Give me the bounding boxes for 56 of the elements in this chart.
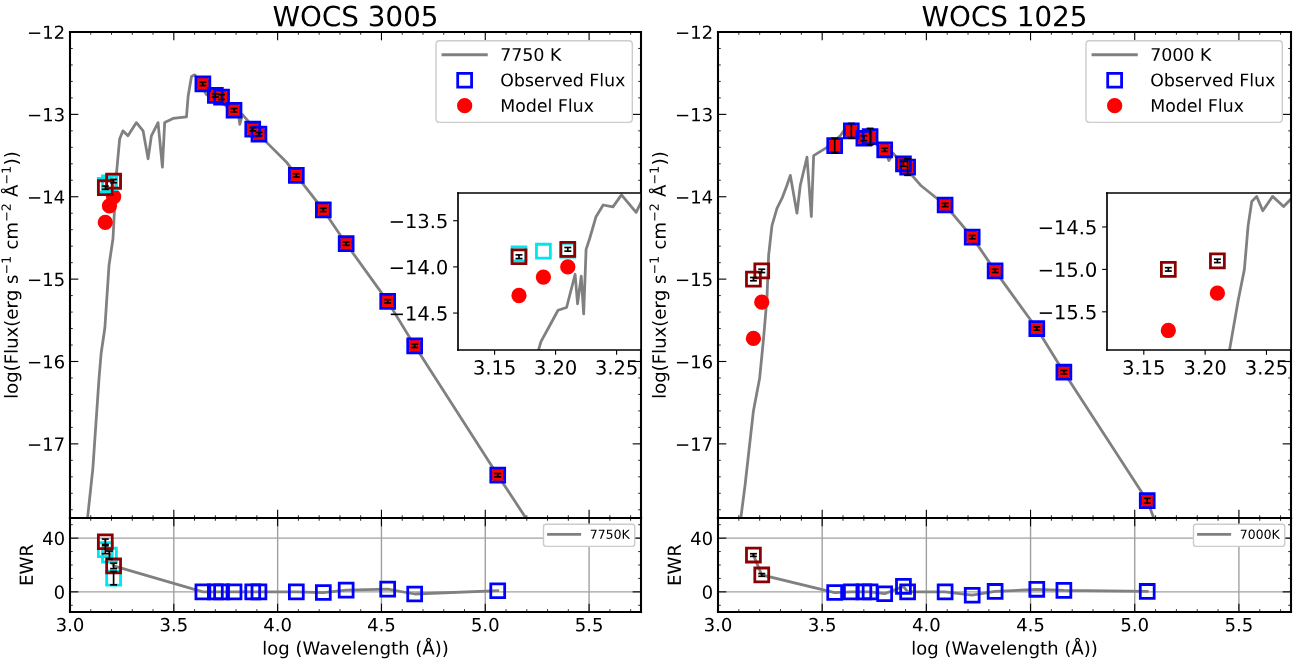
y-tick-label: −12 xyxy=(676,25,712,39)
legend-label: Observed Flux xyxy=(501,73,625,87)
y-tick-label: −13 xyxy=(28,107,64,122)
chart-title: WOCS 1025 xyxy=(922,5,1086,27)
x-tick-label: 4.5 xyxy=(367,618,395,632)
y-tick-label: −14 xyxy=(28,190,65,204)
y-axis-title: EWR xyxy=(667,544,681,585)
y-tick-label: −15 xyxy=(28,272,64,287)
x-tick-label: 4.0 xyxy=(264,617,291,632)
y-tick-label: −14.0 xyxy=(390,259,447,275)
y-tick-label: −13 xyxy=(676,107,712,122)
legend-label: 7000 K xyxy=(1151,47,1212,62)
chart-title: WOCS 3005 xyxy=(273,5,437,27)
y-tick-label: −15 xyxy=(676,272,712,287)
x-tick-label: 5.0 xyxy=(472,617,499,632)
x-tick-label: 3.0 xyxy=(705,617,732,632)
y-tick-label: 0 xyxy=(54,585,64,599)
x-tick-label: 5.5 xyxy=(576,618,602,632)
y-tick-label: −14.5 xyxy=(1039,220,1096,235)
x-tick-label: 4.0 xyxy=(912,617,940,632)
legend-label: 7000K xyxy=(1240,529,1281,539)
y-axis-title: EWR xyxy=(19,544,33,585)
y-tick-label: −14 xyxy=(676,190,713,204)
legend-label: 7750K xyxy=(590,529,631,539)
legend-label: Observed Flux xyxy=(1151,73,1275,87)
x-tick-label: 3.25 xyxy=(596,360,637,375)
x-tick-label: 3.20 xyxy=(1184,360,1226,375)
x-axis-title: log (Wavelength (Å)) xyxy=(263,637,448,659)
y-tick-label: −16 xyxy=(676,354,712,369)
y-axis-title: log(Flux(erg s$^{−1}$ cm$^{−2}$ Å$^{−1}$)) xyxy=(648,152,670,398)
y-tick-label: −15.5 xyxy=(1039,305,1096,320)
x-tick-label: 3.5 xyxy=(809,617,835,632)
y-tick-label: 0 xyxy=(702,585,712,599)
x-tick-label: 4.5 xyxy=(1017,618,1044,632)
y-tick-label: −15.0 xyxy=(1039,262,1096,278)
y-tick-label: −16 xyxy=(28,354,64,369)
x-tick-label: 3.15 xyxy=(1123,360,1164,375)
x-tick-label: 3.20 xyxy=(535,360,576,375)
y-tick-label: 40 xyxy=(43,531,64,546)
y-axis-title: log(Flux(erg s$^{−1}$ cm$^{−2}$ Å$^{−1}$)) xyxy=(0,152,22,398)
y-tick-label: −17 xyxy=(676,437,712,451)
y-tick-label: −17 xyxy=(28,437,64,451)
x-tick-label: 5.0 xyxy=(1121,617,1148,632)
y-tick-label: −12 xyxy=(28,25,64,39)
x-tick-label: 3.0 xyxy=(57,617,84,632)
y-tick-label: 40 xyxy=(691,531,712,546)
y-tick-label: −13.5 xyxy=(390,213,447,229)
x-tick-label: 3.15 xyxy=(474,360,515,375)
x-tick-label: 3.25 xyxy=(1246,360,1287,375)
x-axis-title: log (Wavelength (Å)) xyxy=(912,637,1097,659)
x-tick-label: 3.5 xyxy=(160,617,187,632)
x-tick-label: 5.5 xyxy=(1225,618,1252,632)
y-tick-label: −14.5 xyxy=(390,306,447,321)
legend-label: Model Flux xyxy=(501,98,594,113)
legend-label: Model Flux xyxy=(1151,98,1244,113)
legend-label: 7750 K xyxy=(501,47,562,62)
